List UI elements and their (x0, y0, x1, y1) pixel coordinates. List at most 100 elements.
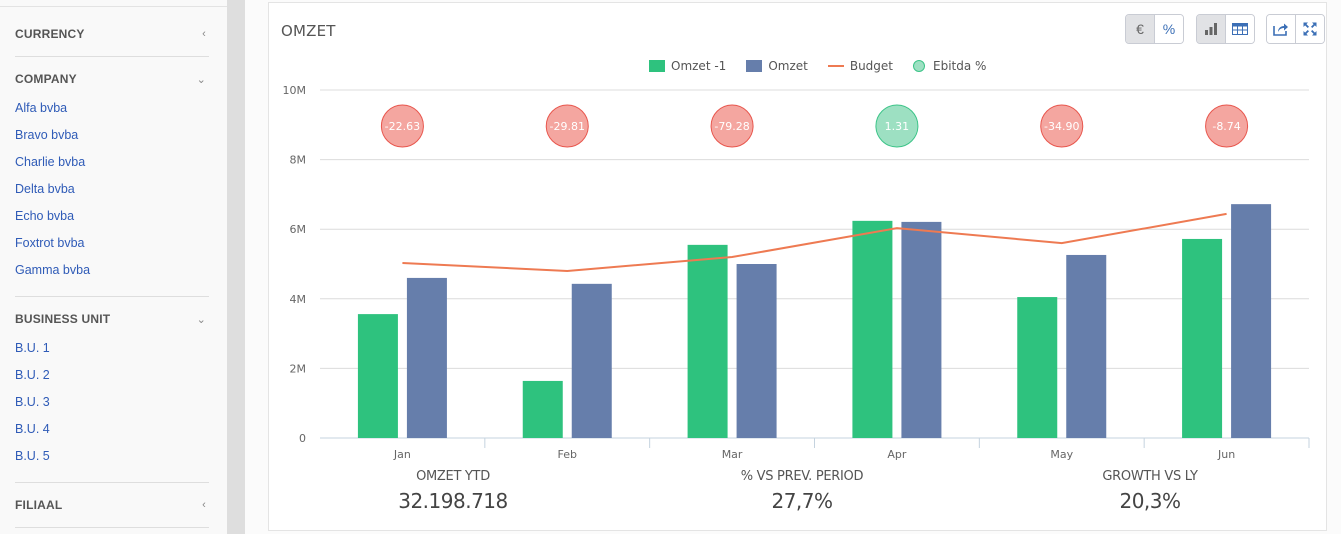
bar-omzet-prev-apr (852, 220, 893, 438)
percent-button[interactable]: % (1154, 15, 1183, 43)
chevron-left-icon[interactable]: ‹ (202, 28, 206, 40)
ebitda-label: -79.28 (714, 120, 749, 133)
ebitda-bubble-apr (875, 104, 919, 148)
omzet-chart: 0 2M 4M 6M 8M 10M Jan Feb Mar Apr May Jun -22.63 -29.… (283, 84, 1310, 461)
percent-icon: % (1162, 21, 1176, 37)
table-view-button[interactable] (1225, 15, 1254, 43)
ebitda-bubble-feb (545, 104, 589, 148)
kpi-label: % VS PREV. PERIOD (740, 469, 864, 484)
filter-section-company[interactable]: COMPANY ⌄ (15, 69, 209, 89)
legend-item-budget[interactable]: Budget (827, 59, 894, 73)
section-title: BUSINESS UNIT (15, 312, 111, 326)
kpi-label: GROWTH VS LY (1102, 469, 1198, 484)
company-item-alfa[interactable]: Alfa bvba (15, 101, 68, 115)
y-tick-label: 2M (290, 362, 307, 375)
unit-toggle-group: € % (1125, 14, 1184, 44)
ebitda-label: 1.31 (885, 120, 910, 133)
legend-label: Budget (849, 59, 894, 73)
sidebar-top-divider (0, 6, 227, 7)
bar-omzet-prev-may (1017, 297, 1058, 438)
company-item-gamma[interactable]: Gamma bvba (15, 263, 91, 277)
action-group (1266, 14, 1325, 44)
chevron-down-icon[interactable]: ⌄ (196, 313, 206, 326)
kpi-value: 20,3% (1119, 489, 1181, 513)
bar-omzet-mar (736, 264, 777, 438)
chevron-down-icon[interactable]: ⌄ (196, 73, 206, 86)
bar-omzet-prev-mar (687, 244, 728, 438)
y-tick-label: 0 (299, 432, 306, 445)
kpi-value: 27,7% (771, 489, 833, 513)
bu-item-2[interactable]: B.U. 2 (15, 368, 50, 382)
bar-omzet-feb (571, 283, 612, 438)
section-title: COMPANY (15, 72, 77, 86)
ebitda-bubble-jan (380, 104, 424, 148)
bar-omzet-prev-feb (522, 380, 563, 438)
kpi-omzet-ytd: OMZET YTD 32.198.718 (303, 469, 603, 513)
bar-omzet-apr (901, 221, 942, 438)
expand-icon (1303, 22, 1317, 36)
chart-legend: Omzet -1 Omzet Budget Ebitda % (649, 59, 1006, 73)
table-icon (1232, 23, 1248, 35)
sidebar-scroll-gutter (227, 0, 245, 534)
x-tick-label: Apr (887, 448, 907, 461)
panel-title: OMZET (281, 22, 336, 40)
kpi-value: 32.198.718 (398, 489, 508, 513)
section-divider (15, 482, 209, 483)
currency-button[interactable]: € (1126, 15, 1154, 43)
section-title: CURRENCY (15, 27, 85, 41)
ebitda-bubble-jun (1205, 104, 1249, 148)
share-icon (1273, 23, 1288, 36)
bar-omzet-prev-jan (357, 314, 398, 438)
chevron-left-icon[interactable]: ‹ (202, 499, 206, 511)
legend-item-omzet[interactable]: Omzet (746, 59, 808, 73)
legend-dot-ebitda (913, 60, 926, 72)
ebitda-label: -29.81 (550, 120, 585, 133)
x-tick-label: Jan (393, 448, 411, 461)
bar-omzet-prev-jun (1182, 238, 1223, 438)
budget-line (402, 212, 1227, 272)
y-tick-label: 6M (290, 223, 307, 236)
chart-view-button[interactable] (1197, 15, 1225, 43)
kpi-growth-vs-ly: GROWTH VS LY 20,3% (1000, 469, 1300, 513)
section-title: FILIAAL (15, 498, 63, 512)
filter-section-filiaal[interactable]: FILIAAL ‹ (15, 495, 209, 515)
bar-omzet-jan (406, 277, 447, 438)
legend-swatch-omzet (746, 60, 763, 72)
omzet-panel: OMZET € % (268, 2, 1327, 531)
filter-section-business-unit[interactable]: BUSINESS UNIT ⌄ (15, 309, 209, 329)
company-item-bravo[interactable]: Bravo bvba (15, 128, 79, 142)
ebitda-label: -22.63 (385, 120, 420, 133)
legend-line-budget (827, 65, 844, 67)
x-tick-label: Jun (1217, 448, 1235, 461)
company-item-foxtrot[interactable]: Foxtrot bvba (15, 236, 85, 250)
bu-item-4[interactable]: B.U. 4 (15, 422, 50, 436)
section-divider (15, 56, 209, 57)
section-divider (15, 527, 209, 528)
y-tick-label: 8M (290, 154, 307, 167)
y-tick-label: 4M (290, 293, 307, 306)
x-tick-label: May (1050, 448, 1073, 461)
company-item-charlie[interactable]: Charlie bvba (15, 155, 86, 169)
ebitda-bubble-mar (710, 104, 754, 148)
section-divider (15, 296, 209, 297)
legend-item-omzet-prev[interactable]: Omzet -1 (649, 59, 726, 73)
legend-label: Omzet -1 (671, 59, 727, 73)
share-button[interactable] (1267, 15, 1295, 43)
filter-section-currency[interactable]: CURRENCY ‹ (15, 24, 209, 44)
bu-item-1[interactable]: B.U. 1 (15, 341, 50, 355)
fullscreen-button[interactable] (1295, 15, 1324, 43)
legend-item-ebitda[interactable]: Ebitda % (913, 59, 986, 73)
bu-item-5[interactable]: B.U. 5 (15, 449, 50, 463)
euro-icon: € (1136, 21, 1144, 37)
bar-chart-icon (1205, 23, 1217, 35)
x-tick-label: Feb (558, 448, 577, 461)
bu-item-3[interactable]: B.U. 3 (15, 395, 50, 409)
company-item-echo[interactable]: Echo bvba (15, 209, 75, 223)
ebitda-label: -8.74 (1212, 120, 1240, 133)
y-tick-label: 10M (283, 84, 307, 97)
legend-swatch-omzet-prev (649, 60, 665, 72)
ebitda-bubble-may (1040, 104, 1084, 148)
legend-label: Ebitda % (933, 59, 987, 73)
company-item-delta[interactable]: Delta bvba (15, 182, 75, 196)
kpi-vs-prev-period: % VS PREV. PERIOD 27,7% (652, 469, 952, 513)
